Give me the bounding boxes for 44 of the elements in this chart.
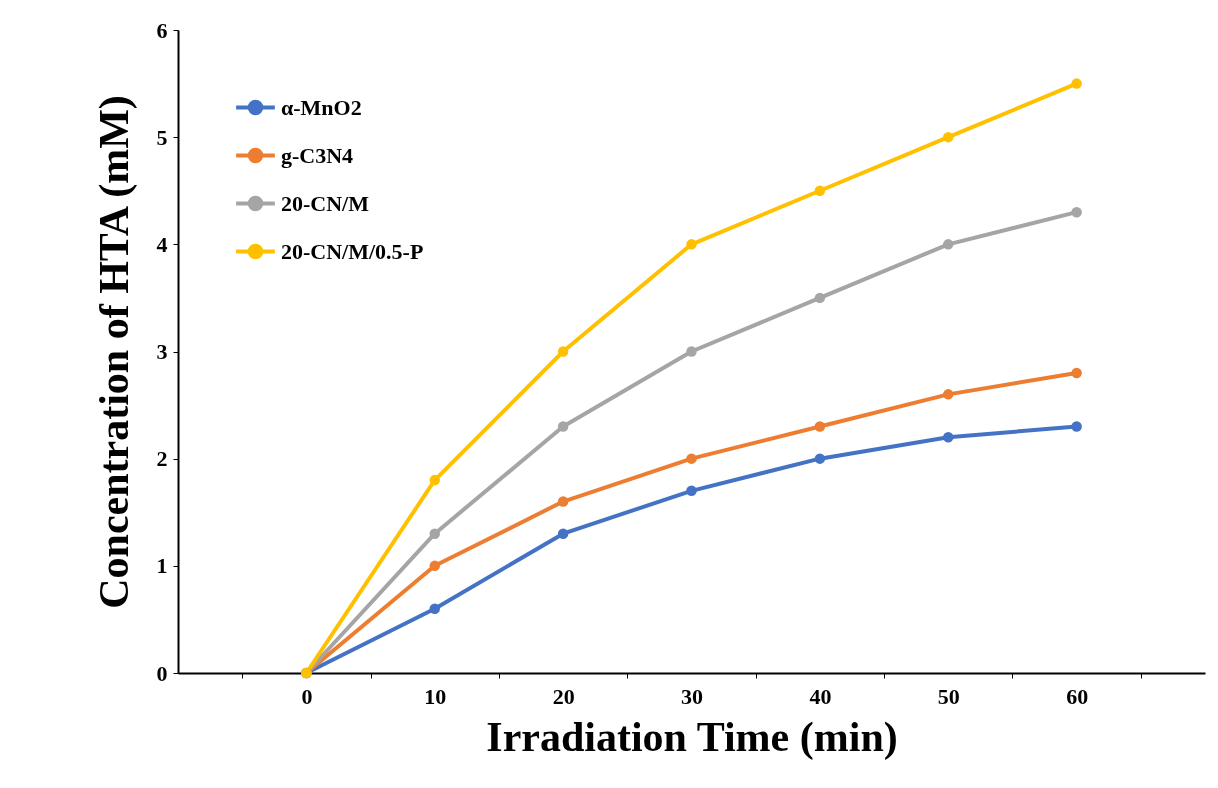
point — [943, 389, 954, 400]
point — [814, 185, 826, 196]
point — [1071, 78, 1082, 89]
point — [943, 432, 954, 443]
legend-label: g-C3N4 — [281, 142, 354, 168]
y-tick-label: 5 — [156, 124, 168, 150]
y-tick-label: 4 — [156, 231, 168, 257]
point — [943, 239, 954, 250]
y-tick-label: 6 — [156, 17, 168, 43]
y-tick-label: 0 — [156, 660, 168, 686]
y-axis-title: Concentration of HTA (mM) — [90, 95, 138, 609]
point — [686, 346, 697, 357]
point — [1071, 206, 1082, 218]
legend-label: 20-CN/M — [281, 190, 370, 216]
point — [429, 560, 440, 572]
y-tick-label: 2 — [156, 446, 168, 472]
point — [557, 496, 569, 507]
x-tick-label: 30 — [681, 683, 703, 709]
x-tick-label: 20 — [552, 683, 575, 709]
point — [557, 528, 569, 539]
point — [686, 239, 697, 250]
x-tick-label: 60 — [1066, 683, 1089, 709]
point — [686, 453, 697, 464]
x-axis-title: Irradiation Time (min) — [486, 713, 898, 761]
point — [814, 421, 826, 432]
y-tick-label: 3 — [156, 339, 168, 364]
x-tick-label: 50 — [937, 683, 960, 709]
point — [814, 292, 826, 304]
point — [686, 485, 697, 497]
x-tick-label: 0 — [301, 683, 313, 709]
point — [557, 421, 569, 432]
x-tick-label: 40 — [809, 683, 832, 709]
legend-label: 20-CN/M/0.5-P — [281, 238, 424, 264]
point — [943, 131, 954, 143]
point — [557, 346, 569, 357]
x-tick-label: 10 — [424, 683, 447, 709]
point — [1071, 421, 1082, 432]
point — [429, 603, 440, 614]
point — [429, 474, 440, 486]
legend-label: α-MnO2 — [281, 94, 362, 120]
point — [1071, 367, 1082, 379]
point — [429, 528, 440, 539]
point — [814, 453, 826, 464]
y-tick-label: 1 — [156, 553, 168, 579]
